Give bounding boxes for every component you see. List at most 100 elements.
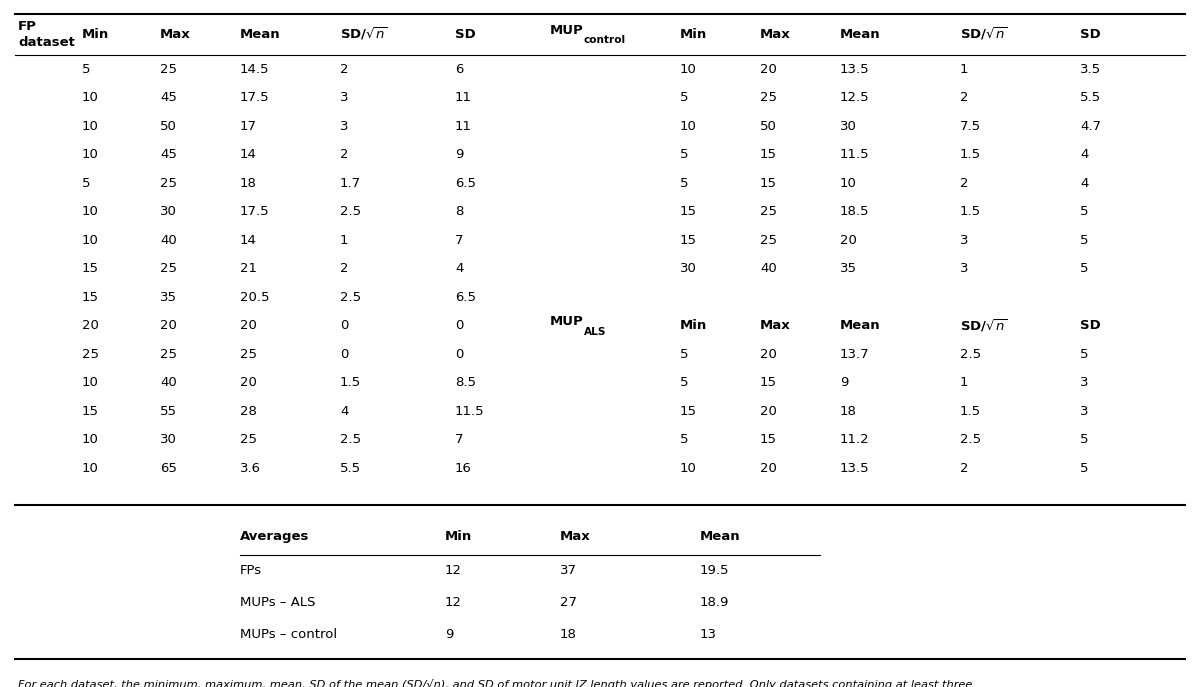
Text: 25: 25 bbox=[160, 262, 178, 275]
Text: 15: 15 bbox=[760, 376, 778, 390]
Text: 10: 10 bbox=[82, 234, 98, 247]
Text: 4.7: 4.7 bbox=[1080, 120, 1102, 133]
Text: 4: 4 bbox=[1080, 148, 1088, 161]
Text: 20.5: 20.5 bbox=[240, 291, 270, 304]
Text: 11.5: 11.5 bbox=[455, 405, 485, 418]
Text: 5: 5 bbox=[680, 91, 689, 104]
Text: 2: 2 bbox=[340, 262, 348, 275]
Text: FPs: FPs bbox=[240, 564, 262, 577]
Text: 18.9: 18.9 bbox=[700, 596, 730, 609]
Text: 9: 9 bbox=[445, 628, 454, 641]
Text: 10: 10 bbox=[82, 462, 98, 475]
Text: 10: 10 bbox=[82, 91, 98, 104]
Text: 25: 25 bbox=[760, 91, 778, 104]
Text: 10: 10 bbox=[82, 205, 98, 218]
Text: 5: 5 bbox=[680, 348, 689, 361]
Text: 40: 40 bbox=[160, 234, 176, 247]
Text: 25: 25 bbox=[160, 348, 178, 361]
Text: 3: 3 bbox=[960, 234, 968, 247]
Text: 1.5: 1.5 bbox=[960, 205, 982, 218]
Text: 2.5: 2.5 bbox=[960, 433, 982, 447]
Text: 13: 13 bbox=[700, 628, 718, 641]
Text: MUP: MUP bbox=[550, 23, 583, 36]
Text: Min: Min bbox=[680, 319, 707, 333]
Text: 18: 18 bbox=[840, 405, 857, 418]
Text: 0: 0 bbox=[455, 348, 463, 361]
Text: 5: 5 bbox=[680, 376, 689, 390]
Text: 25: 25 bbox=[240, 433, 257, 447]
Text: 14: 14 bbox=[240, 234, 257, 247]
Text: 13.7: 13.7 bbox=[840, 348, 870, 361]
Text: Mean: Mean bbox=[840, 27, 881, 41]
Text: 0: 0 bbox=[455, 319, 463, 333]
Text: Max: Max bbox=[560, 530, 590, 543]
Text: 30: 30 bbox=[160, 205, 176, 218]
Text: FP: FP bbox=[18, 19, 37, 32]
Text: 15: 15 bbox=[760, 177, 778, 190]
Text: 37: 37 bbox=[560, 564, 577, 577]
Text: 35: 35 bbox=[160, 291, 178, 304]
Text: 40: 40 bbox=[760, 262, 776, 275]
Text: 10: 10 bbox=[82, 120, 98, 133]
Text: 12: 12 bbox=[445, 564, 462, 577]
Text: 25: 25 bbox=[160, 177, 178, 190]
Text: 5: 5 bbox=[680, 433, 689, 447]
Text: 1.5: 1.5 bbox=[960, 405, 982, 418]
Text: 9: 9 bbox=[455, 148, 463, 161]
Text: 0: 0 bbox=[340, 319, 348, 333]
Text: ALS: ALS bbox=[584, 327, 606, 337]
Text: 15: 15 bbox=[760, 433, 778, 447]
Text: 11: 11 bbox=[455, 91, 472, 104]
Text: 5: 5 bbox=[680, 177, 689, 190]
Text: 15: 15 bbox=[82, 291, 98, 304]
Text: Min: Min bbox=[680, 27, 707, 41]
Text: 10: 10 bbox=[840, 177, 857, 190]
Text: 30: 30 bbox=[160, 433, 176, 447]
Text: 13.5: 13.5 bbox=[840, 462, 870, 475]
Text: 20: 20 bbox=[760, 405, 776, 418]
Text: 2: 2 bbox=[960, 177, 968, 190]
Text: Max: Max bbox=[760, 319, 791, 333]
Text: For each dataset, the minimum, maximum, mean, SD of the mean (SD/√n), and SD of : For each dataset, the minimum, maximum, … bbox=[18, 679, 972, 687]
Text: 13.5: 13.5 bbox=[840, 63, 870, 76]
Text: 18.5: 18.5 bbox=[840, 205, 870, 218]
Text: 20: 20 bbox=[82, 319, 98, 333]
Text: 11: 11 bbox=[455, 120, 472, 133]
Text: 17.5: 17.5 bbox=[240, 91, 270, 104]
Text: 20: 20 bbox=[240, 319, 257, 333]
Text: 20: 20 bbox=[760, 348, 776, 361]
Text: 8: 8 bbox=[455, 205, 463, 218]
Text: 10: 10 bbox=[82, 148, 98, 161]
Text: 10: 10 bbox=[680, 120, 697, 133]
Text: 30: 30 bbox=[680, 262, 697, 275]
Text: SD/$\sqrt{n}$: SD/$\sqrt{n}$ bbox=[960, 317, 1008, 334]
Text: 4: 4 bbox=[340, 405, 348, 418]
Text: SD/$\sqrt{n}$: SD/$\sqrt{n}$ bbox=[340, 25, 388, 43]
Text: 1.5: 1.5 bbox=[960, 148, 982, 161]
Text: 6.5: 6.5 bbox=[455, 177, 476, 190]
Text: 15: 15 bbox=[82, 262, 98, 275]
Text: 20: 20 bbox=[840, 234, 857, 247]
Text: 25: 25 bbox=[760, 234, 778, 247]
Text: 5: 5 bbox=[1080, 205, 1088, 218]
Text: 10: 10 bbox=[82, 376, 98, 390]
Text: control: control bbox=[584, 35, 626, 45]
Text: MUPs – ALS: MUPs – ALS bbox=[240, 596, 316, 609]
Text: 20: 20 bbox=[760, 462, 776, 475]
Text: Max: Max bbox=[760, 27, 791, 41]
Text: 21: 21 bbox=[240, 262, 257, 275]
Text: 55: 55 bbox=[160, 405, 178, 418]
Text: 2.5: 2.5 bbox=[340, 205, 361, 218]
Text: 0: 0 bbox=[340, 348, 348, 361]
Text: dataset: dataset bbox=[18, 36, 74, 49]
Text: 6: 6 bbox=[455, 63, 463, 76]
Text: MUPs – control: MUPs – control bbox=[240, 628, 337, 641]
Text: 2: 2 bbox=[340, 148, 348, 161]
Text: 17: 17 bbox=[240, 120, 257, 133]
Text: 8.5: 8.5 bbox=[455, 376, 476, 390]
Text: Min: Min bbox=[445, 530, 473, 543]
Text: 10: 10 bbox=[680, 63, 697, 76]
Text: SD: SD bbox=[1080, 27, 1100, 41]
Text: 5: 5 bbox=[1080, 348, 1088, 361]
Text: Max: Max bbox=[160, 27, 191, 41]
